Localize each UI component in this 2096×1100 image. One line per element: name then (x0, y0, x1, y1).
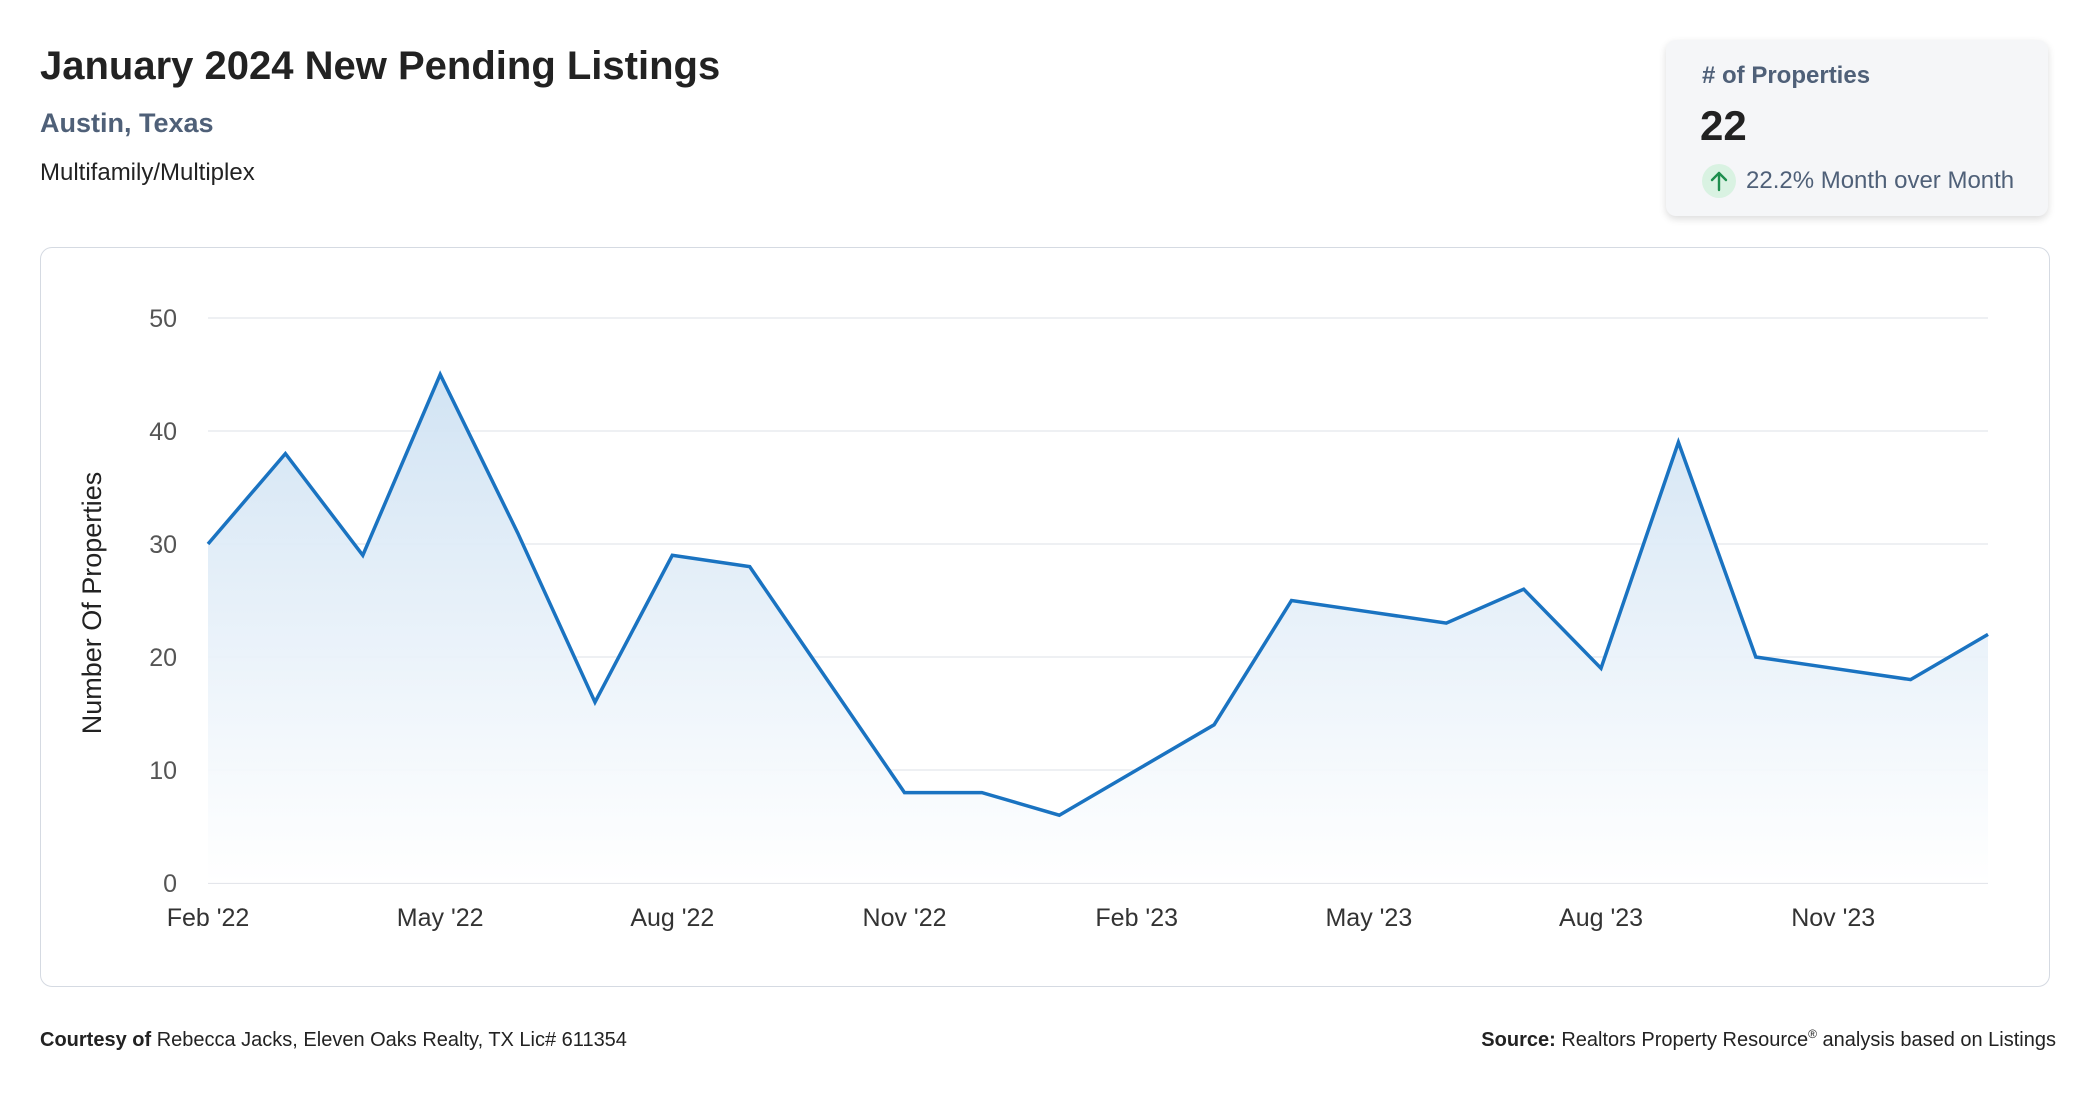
registered-mark: ® (1808, 1027, 1817, 1041)
chart-container: 0 10 20 30 40 50 Feb '22 May '22 Aug '22 Nov '22… (40, 247, 2050, 987)
property-type-label: Multifamily/Multiplex (40, 159, 255, 186)
stat-value: 22 (1700, 102, 1747, 149)
stat-change: 22.2% Month over Month (1702, 164, 2014, 198)
x-tick-label: May '23 (1325, 904, 1412, 932)
source-footer: Source: Realtors Property Resource® anal… (1481, 1027, 2057, 1052)
source-text: Realtors Property Resource (1561, 1029, 1809, 1051)
x-tick-label: Aug '23 (1559, 904, 1643, 932)
courtesy-footer: Courtesy of Rebecca Jacks, Eleven Oaks R… (40, 1029, 627, 1052)
courtesy-label: Courtesy of (40, 1029, 152, 1051)
location-subtitle: Austin, Texas (40, 108, 214, 138)
x-tick-label: Nov '23 (1791, 904, 1875, 932)
series-line (206, 370, 1989, 818)
y-tick-label: 30 (149, 531, 177, 559)
y-axis-label: Number Of Properties (77, 472, 107, 735)
y-tick-label: 0 (163, 870, 177, 898)
y-tick-label: 10 (149, 757, 177, 785)
arrow-up-icon (1702, 164, 1736, 198)
source-label: Source: (1481, 1029, 1556, 1051)
x-tick-label: Feb '22 (167, 904, 250, 932)
source-text-suffix: analysis based on Listings (1816, 1029, 2057, 1051)
page-title: January 2024 New Pending Listings (40, 44, 721, 88)
x-tick-label: Feb '23 (1095, 904, 1178, 932)
y-tick-label: 40 (149, 418, 177, 446)
x-tick-label: Aug '22 (630, 904, 714, 932)
stat-change-text: 22.2% Month over Month (1746, 167, 2015, 194)
series-area (208, 374, 1988, 883)
y-tick-label: 20 (149, 644, 177, 672)
x-tick-label: Nov '22 (863, 904, 947, 932)
courtesy-text: Rebecca Jacks, Eleven Oaks Realty, TX Li… (156, 1029, 627, 1051)
properties-stat-card: # of Properties 22 22.2% Month over Mont… (1666, 40, 2048, 216)
line-chart: 0 10 20 30 40 50 Feb '22 May '22 Aug '22 Nov '22… (77, 305, 1989, 932)
y-tick-label: 50 (149, 305, 177, 333)
x-tick-label: May '22 (397, 904, 484, 932)
stat-label: # of Properties (1702, 62, 1871, 89)
